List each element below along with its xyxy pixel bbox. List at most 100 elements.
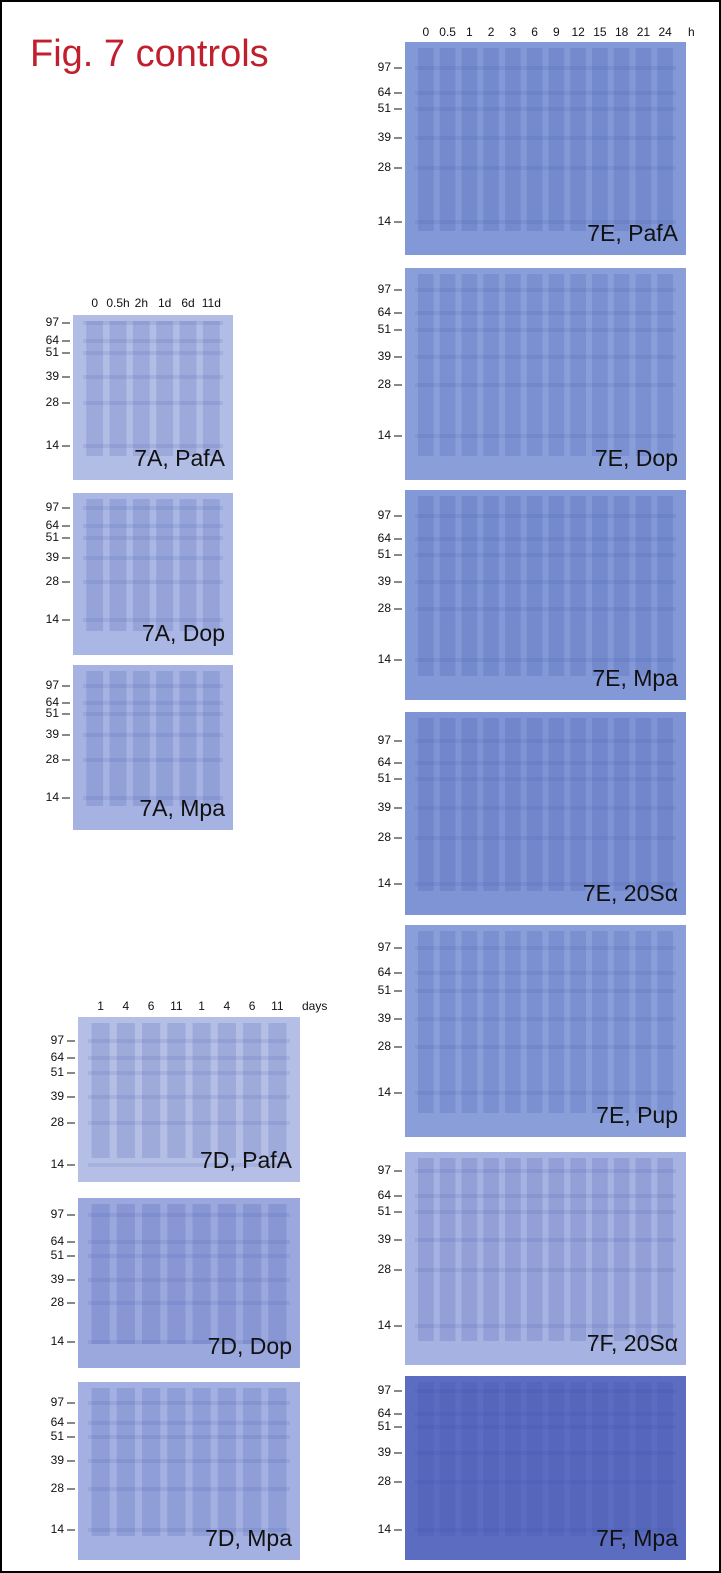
gel-lane — [505, 1382, 521, 1536]
figure-title: Fig. 7 controls — [30, 33, 269, 75]
marker-label: 39 — [378, 574, 392, 588]
marker-label: 51 — [378, 983, 392, 997]
gel-lane — [418, 274, 434, 456]
marker-label: 51 — [51, 1248, 65, 1262]
gel-lane — [193, 1023, 211, 1158]
gel-band — [88, 1240, 290, 1244]
gel-lane — [570, 718, 586, 891]
gel-lane — [592, 496, 608, 676]
gel-band — [415, 537, 676, 541]
marker-label: 14 — [46, 790, 60, 804]
gel-lane — [243, 1204, 261, 1344]
gel-lane — [614, 1382, 630, 1536]
gel-lane — [527, 274, 543, 456]
lane-label: 9 — [553, 25, 560, 39]
panel-label: 7E, 20Sα — [583, 880, 678, 906]
gel-lane — [418, 718, 434, 891]
gel-band — [88, 1056, 290, 1060]
gel-lane — [636, 1158, 652, 1341]
marker-label: 39 — [378, 349, 392, 363]
panel-label: 7D, Mpa — [205, 1525, 292, 1551]
gel-band — [415, 1324, 676, 1328]
marker-label: 51 — [51, 1065, 65, 1079]
lane-label: 6 — [148, 999, 155, 1013]
marker-label: 14 — [378, 428, 392, 442]
gel-lane — [92, 1204, 110, 1344]
gel-band — [415, 107, 676, 111]
gel-lane — [440, 718, 456, 891]
gel-lane — [268, 1023, 286, 1158]
gel-band — [415, 989, 676, 993]
gel-band — [88, 1435, 290, 1439]
gel-band — [83, 351, 223, 355]
marker-label: 97 — [51, 1395, 65, 1409]
marker-label: 39 — [46, 727, 60, 741]
lane-unit: h — [688, 25, 695, 39]
marker-label: 14 — [46, 612, 60, 626]
marker-label: 64 — [378, 965, 392, 979]
gel-lane — [570, 1158, 586, 1341]
gel-lane — [614, 1158, 630, 1341]
gel-lane — [592, 718, 608, 891]
panel-label: 7A, PafA — [134, 445, 225, 471]
gel-lane — [142, 1204, 160, 1344]
lane-label: 18 — [615, 25, 629, 39]
gel-band — [83, 321, 223, 325]
gel-band — [415, 1389, 676, 1393]
lane-label: 15 — [593, 25, 607, 39]
gel-band — [415, 739, 676, 743]
lane-label: 0.5h — [106, 296, 129, 310]
marker-label: 39 — [378, 800, 392, 814]
gel-lane — [462, 931, 478, 1113]
marker-label: 14 — [46, 438, 60, 452]
gel-band — [415, 658, 676, 662]
gel-band — [415, 1194, 676, 1198]
gel-band — [415, 1210, 676, 1214]
gel-lane — [92, 1023, 110, 1158]
panel-label: 7F, Mpa — [596, 1525, 678, 1551]
marker-label: 97 — [46, 315, 60, 329]
gel-band — [415, 1451, 676, 1455]
gel-band — [415, 166, 676, 170]
marker-label: 51 — [46, 706, 60, 720]
lane-label: 4 — [123, 999, 130, 1013]
gel-lane — [156, 671, 173, 806]
gel-lane — [483, 718, 499, 891]
gel-lane — [614, 274, 630, 456]
marker-label: 28 — [378, 1474, 392, 1488]
gel-band — [415, 383, 676, 387]
gel-band — [83, 556, 223, 560]
gel-lane — [167, 1023, 185, 1158]
gel-band — [415, 434, 676, 438]
marker-label: 97 — [378, 1383, 392, 1397]
gel-lane — [592, 931, 608, 1113]
lane-label: 6 — [531, 25, 538, 39]
marker-label: 51 — [378, 771, 392, 785]
gel-lane — [86, 671, 103, 806]
lane-label: 1 — [466, 25, 473, 39]
marker-label: 97 — [51, 1207, 65, 1221]
gel-band — [88, 1278, 290, 1282]
marker-label: 64 — [378, 755, 392, 769]
gel-band — [415, 328, 676, 332]
gel-lane — [483, 274, 499, 456]
marker-label: 64 — [378, 1188, 392, 1202]
marker-label: 97 — [378, 508, 392, 522]
gel-band — [83, 401, 223, 405]
gel-band — [415, 91, 676, 95]
gel-lane — [570, 274, 586, 456]
gel-band — [415, 1017, 676, 1021]
page: {"header": {"title": "Fig. 7 controls"},… — [0, 0, 721, 1573]
gel-lane — [505, 931, 521, 1113]
marker-label: 39 — [378, 130, 392, 144]
gel-lane — [462, 718, 478, 891]
gel-band — [415, 311, 676, 315]
gel-lane — [133, 499, 150, 631]
marker-label: 39 — [378, 1445, 392, 1459]
gel-lane — [614, 931, 630, 1113]
gel-lane — [549, 931, 565, 1113]
gel-lane — [110, 671, 127, 806]
panel-label: 7D, PafA — [200, 1147, 293, 1173]
gel-band — [83, 701, 223, 705]
gel-lane — [527, 931, 543, 1113]
